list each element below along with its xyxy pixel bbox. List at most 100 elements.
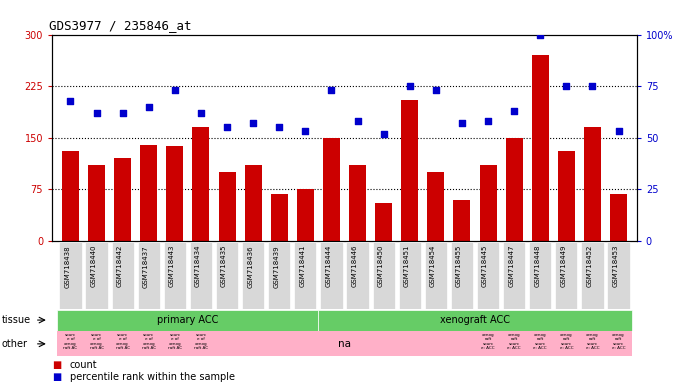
Point (430, 87, 441, 93)
Bar (141, 144, 157, 241)
Point (587, 83, 598, 89)
Text: count: count (70, 360, 97, 370)
Text: xenog
raft
sourc
e: ACC: xenog raft sourc e: ACC (533, 333, 547, 351)
Text: GSM718443: GSM718443 (169, 245, 175, 287)
FancyBboxPatch shape (477, 242, 499, 309)
Text: xenograft ACC: xenograft ACC (440, 315, 510, 325)
Text: sourc
e of
xenog
raft AC: sourc e of xenog raft AC (116, 333, 129, 351)
Bar (297, 189, 314, 241)
Text: GSM718436: GSM718436 (247, 245, 253, 288)
FancyBboxPatch shape (294, 242, 317, 309)
Point (457, 120, 468, 126)
FancyBboxPatch shape (555, 242, 578, 309)
Text: percentile rank within the sample: percentile rank within the sample (70, 372, 235, 382)
Point (352, 118, 363, 124)
Bar (375, 203, 392, 241)
FancyBboxPatch shape (608, 242, 630, 309)
Point (535, 31, 546, 38)
Text: xenog
raft
sourc
e: ACC: xenog raft sourc e: ACC (481, 333, 495, 351)
Text: GSM718444: GSM718444 (326, 245, 331, 287)
FancyBboxPatch shape (399, 242, 421, 309)
Bar (88, 165, 105, 241)
Text: GSM718447: GSM718447 (508, 245, 514, 287)
Text: GSM718449: GSM718449 (560, 245, 567, 287)
Bar (166, 146, 183, 241)
Bar (427, 172, 444, 241)
Bar (193, 127, 209, 241)
FancyBboxPatch shape (59, 242, 81, 309)
Bar (271, 194, 287, 241)
Point (378, 131, 389, 137)
FancyBboxPatch shape (190, 242, 212, 309)
Text: sourc
e of
xenog
raft AC: sourc e of xenog raft AC (63, 333, 77, 351)
FancyBboxPatch shape (425, 242, 447, 309)
Text: GSM718445: GSM718445 (482, 245, 488, 287)
Point (482, 118, 493, 124)
Bar (480, 165, 496, 241)
Text: sourc
e of
xenog
raft AC: sourc e of xenog raft AC (168, 333, 182, 351)
Bar (245, 165, 262, 241)
FancyBboxPatch shape (242, 242, 264, 309)
Point (169, 87, 180, 93)
Text: GSM718454: GSM718454 (430, 245, 436, 287)
FancyBboxPatch shape (319, 310, 632, 331)
FancyBboxPatch shape (164, 242, 186, 309)
Text: GSM718451: GSM718451 (404, 245, 410, 287)
Point (143, 104, 155, 110)
Bar (610, 194, 627, 241)
Point (196, 110, 207, 116)
Bar (62, 151, 79, 241)
Text: xenog
raft
sourc
e: ACC: xenog raft sourc e: ACC (507, 333, 521, 351)
Bar (114, 158, 131, 241)
Bar (402, 100, 418, 241)
Text: GSM718446: GSM718446 (351, 245, 358, 287)
Text: xenog
raft
sourc
e: ACC: xenog raft sourc e: ACC (612, 333, 626, 351)
Point (300, 128, 311, 134)
Text: GSM718438: GSM718438 (65, 245, 70, 288)
Point (65, 98, 76, 104)
FancyBboxPatch shape (57, 310, 319, 331)
Point (274, 124, 285, 131)
FancyBboxPatch shape (86, 242, 108, 309)
Text: GSM718434: GSM718434 (195, 245, 201, 287)
Bar (323, 138, 340, 241)
Text: GSM718455: GSM718455 (456, 245, 462, 287)
FancyBboxPatch shape (347, 242, 369, 309)
FancyBboxPatch shape (529, 242, 551, 309)
Text: GDS3977 / 235846_at: GDS3977 / 235846_at (49, 19, 192, 32)
FancyBboxPatch shape (451, 242, 473, 309)
Text: ■: ■ (52, 372, 61, 382)
Bar (506, 138, 523, 241)
Point (91, 110, 102, 116)
Bar (532, 55, 548, 241)
Point (509, 108, 520, 114)
Text: na: na (338, 339, 351, 349)
Bar (558, 151, 575, 241)
Text: xenog
raft
sourc
e: ACC: xenog raft sourc e: ACC (585, 333, 599, 351)
Text: ■: ■ (52, 360, 61, 370)
Text: xenog
raft
sourc
e: ACC: xenog raft sourc e: ACC (560, 333, 574, 351)
Text: GSM718437: GSM718437 (143, 245, 149, 288)
Text: GSM718435: GSM718435 (221, 245, 227, 287)
Text: sourc
e of
xenog
raft AC: sourc e of xenog raft AC (194, 333, 208, 351)
Text: GSM718439: GSM718439 (274, 245, 279, 288)
Text: GSM718441: GSM718441 (299, 245, 306, 287)
FancyBboxPatch shape (138, 242, 160, 309)
Text: sourc
e of
xenog
raft AC: sourc e of xenog raft AC (142, 333, 156, 351)
FancyBboxPatch shape (503, 242, 525, 309)
Text: GSM718452: GSM718452 (587, 245, 592, 287)
FancyBboxPatch shape (268, 242, 290, 309)
Text: GSM718448: GSM718448 (535, 245, 540, 287)
Text: primary ACC: primary ACC (157, 315, 219, 325)
FancyBboxPatch shape (57, 331, 632, 356)
Point (404, 83, 416, 89)
Point (248, 120, 259, 126)
Point (561, 83, 572, 89)
Text: GSM718442: GSM718442 (117, 245, 122, 287)
Point (326, 87, 337, 93)
Text: GSM718440: GSM718440 (90, 245, 97, 287)
Point (221, 124, 232, 131)
FancyBboxPatch shape (111, 242, 134, 309)
Point (117, 110, 128, 116)
Text: other: other (1, 339, 27, 349)
